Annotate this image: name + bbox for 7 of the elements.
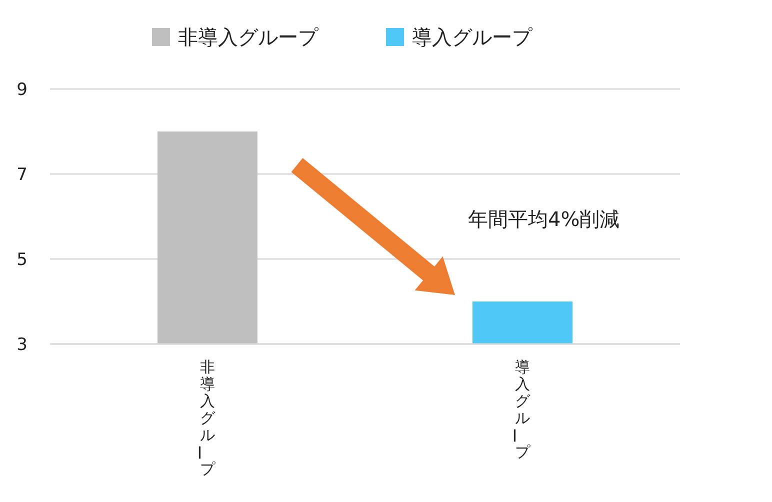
- y-tick-label: 5: [16, 250, 28, 270]
- y-tick-label: 3: [16, 335, 28, 355]
- annotation: 年間平均4%削減: [468, 207, 620, 231]
- y-tick-label: 7: [16, 165, 28, 185]
- y-tick-label: 9: [16, 80, 28, 100]
- legend-label: 非導入グループ: [178, 25, 319, 49]
- legend-label: 導入グループ: [412, 25, 533, 49]
